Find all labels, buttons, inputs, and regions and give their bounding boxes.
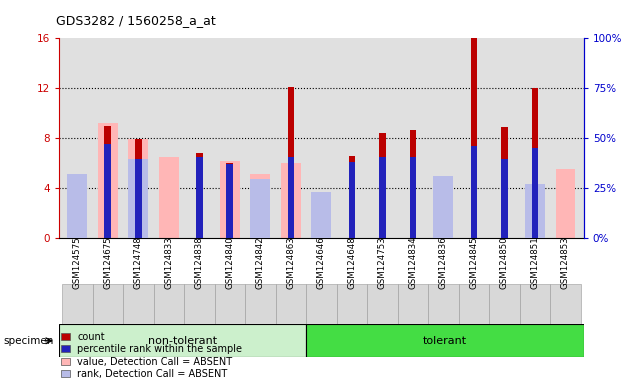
FancyBboxPatch shape xyxy=(184,284,215,340)
Text: GSM124863: GSM124863 xyxy=(286,236,296,289)
FancyBboxPatch shape xyxy=(215,284,245,340)
FancyBboxPatch shape xyxy=(62,284,93,340)
Bar xyxy=(312,192,331,238)
Bar xyxy=(227,164,233,238)
Text: GSM124834: GSM124834 xyxy=(409,236,417,289)
Bar xyxy=(281,163,301,238)
FancyBboxPatch shape xyxy=(489,284,520,340)
Text: GSM124648: GSM124648 xyxy=(347,236,356,289)
Bar xyxy=(306,324,584,357)
Text: non-tolerant: non-tolerant xyxy=(148,336,217,346)
Bar xyxy=(471,38,478,238)
FancyBboxPatch shape xyxy=(337,284,367,340)
Bar xyxy=(104,126,111,238)
Bar xyxy=(501,127,508,238)
Bar xyxy=(471,146,478,238)
FancyBboxPatch shape xyxy=(428,284,459,340)
Bar xyxy=(525,184,545,238)
Bar xyxy=(501,159,508,238)
Bar xyxy=(532,148,538,238)
Text: GSM124838: GSM124838 xyxy=(195,236,204,289)
FancyBboxPatch shape xyxy=(245,284,276,340)
Bar xyxy=(227,163,233,238)
Text: GSM124842: GSM124842 xyxy=(256,236,265,289)
Bar xyxy=(433,176,453,238)
Text: GSM124836: GSM124836 xyxy=(439,236,448,289)
Bar xyxy=(556,169,575,238)
Text: specimen: specimen xyxy=(3,336,53,346)
Bar xyxy=(312,193,331,238)
Bar xyxy=(409,129,416,238)
Bar xyxy=(379,157,386,238)
Bar xyxy=(59,324,306,357)
Bar xyxy=(220,161,240,238)
Bar xyxy=(250,174,270,238)
Bar xyxy=(250,179,270,238)
Bar xyxy=(129,159,148,238)
Bar xyxy=(379,133,386,238)
Bar xyxy=(135,159,142,238)
Bar xyxy=(129,139,148,238)
Bar xyxy=(348,162,355,238)
Bar xyxy=(196,153,202,238)
Bar xyxy=(68,174,87,238)
Text: GSM124646: GSM124646 xyxy=(317,236,326,289)
Text: GSM124575: GSM124575 xyxy=(73,236,82,289)
FancyBboxPatch shape xyxy=(550,284,581,340)
Text: GSM124850: GSM124850 xyxy=(500,236,509,289)
Bar xyxy=(135,139,142,238)
Bar xyxy=(532,88,538,238)
FancyBboxPatch shape xyxy=(123,284,153,340)
Text: GSM124840: GSM124840 xyxy=(225,236,234,289)
Bar xyxy=(104,144,111,238)
Bar xyxy=(348,156,355,238)
FancyBboxPatch shape xyxy=(397,284,428,340)
Text: GSM124833: GSM124833 xyxy=(165,236,173,289)
FancyBboxPatch shape xyxy=(276,284,306,340)
Text: GSM124675: GSM124675 xyxy=(103,236,112,289)
FancyBboxPatch shape xyxy=(459,284,489,340)
FancyBboxPatch shape xyxy=(306,284,337,340)
Bar xyxy=(159,157,179,238)
Bar xyxy=(68,174,87,238)
Bar xyxy=(409,157,416,238)
Text: tolerant: tolerant xyxy=(423,336,467,346)
Text: GSM124748: GSM124748 xyxy=(134,236,143,289)
Bar xyxy=(98,123,118,238)
Text: GSM124851: GSM124851 xyxy=(530,236,540,289)
Text: GDS3282 / 1560258_a_at: GDS3282 / 1560258_a_at xyxy=(56,14,215,27)
Legend: count, percentile rank within the sample, value, Detection Call = ABSENT, rank, : count, percentile rank within the sample… xyxy=(61,332,242,379)
Bar xyxy=(196,157,202,238)
Text: GSM124753: GSM124753 xyxy=(378,236,387,289)
FancyBboxPatch shape xyxy=(520,284,550,340)
Text: GSM124853: GSM124853 xyxy=(561,236,570,289)
Bar xyxy=(433,176,453,238)
FancyBboxPatch shape xyxy=(367,284,397,340)
FancyBboxPatch shape xyxy=(153,284,184,340)
Bar xyxy=(288,87,294,238)
Text: GSM124845: GSM124845 xyxy=(469,236,478,289)
Bar xyxy=(288,157,294,238)
FancyBboxPatch shape xyxy=(93,284,123,340)
